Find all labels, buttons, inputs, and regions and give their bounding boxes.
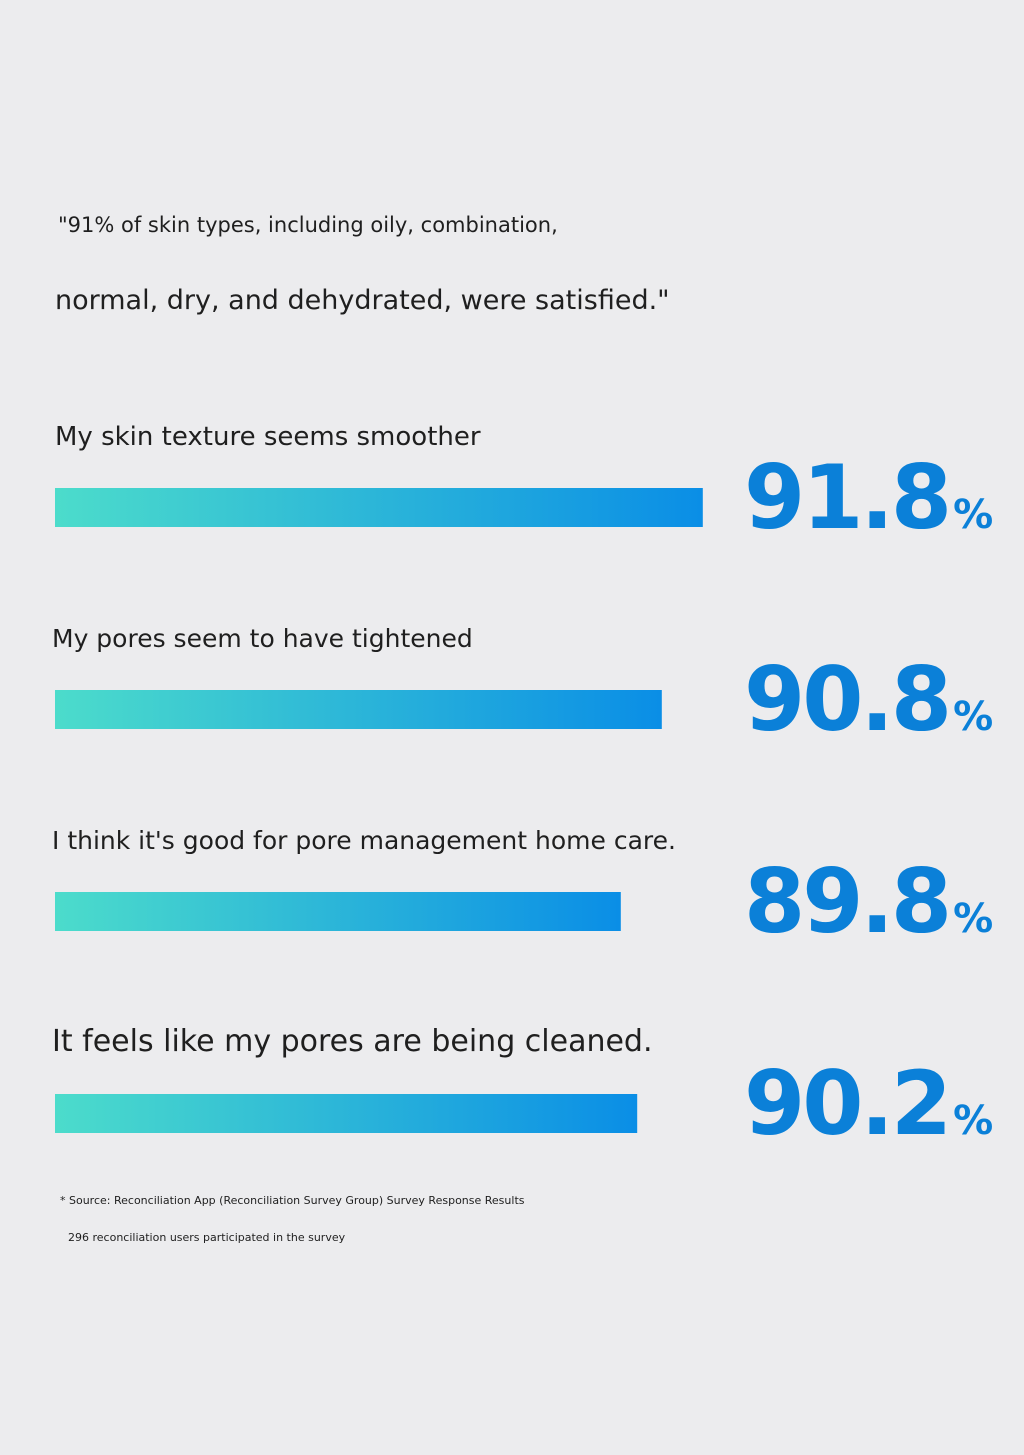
bar [55, 488, 703, 527]
footnote: 296 reconciliation users participated in… [68, 1231, 346, 1244]
footnote: * Source: Reconciliation App (Reconcilia… [60, 1194, 525, 1207]
value-label: 90.8% [744, 648, 992, 751]
category-label: My pores seem to have tightened [52, 624, 473, 653]
value-label: 91.8% [744, 446, 992, 549]
chart-subtitle: normal, dry, and dehydrated, were satisf… [55, 285, 670, 316]
bar [55, 690, 662, 729]
category-label: My skin texture seems smoother [55, 422, 481, 452]
bar [55, 1094, 638, 1133]
category-label: It feels like my pores are being cleaned… [52, 1024, 653, 1059]
bar [55, 892, 621, 931]
chart-title: "91% of skin types, including oily, comb… [58, 213, 558, 237]
value-label: 89.8% [744, 850, 992, 953]
value-label: 90.2% [744, 1052, 992, 1155]
category-label: I think it's good for pore management ho… [52, 826, 676, 855]
